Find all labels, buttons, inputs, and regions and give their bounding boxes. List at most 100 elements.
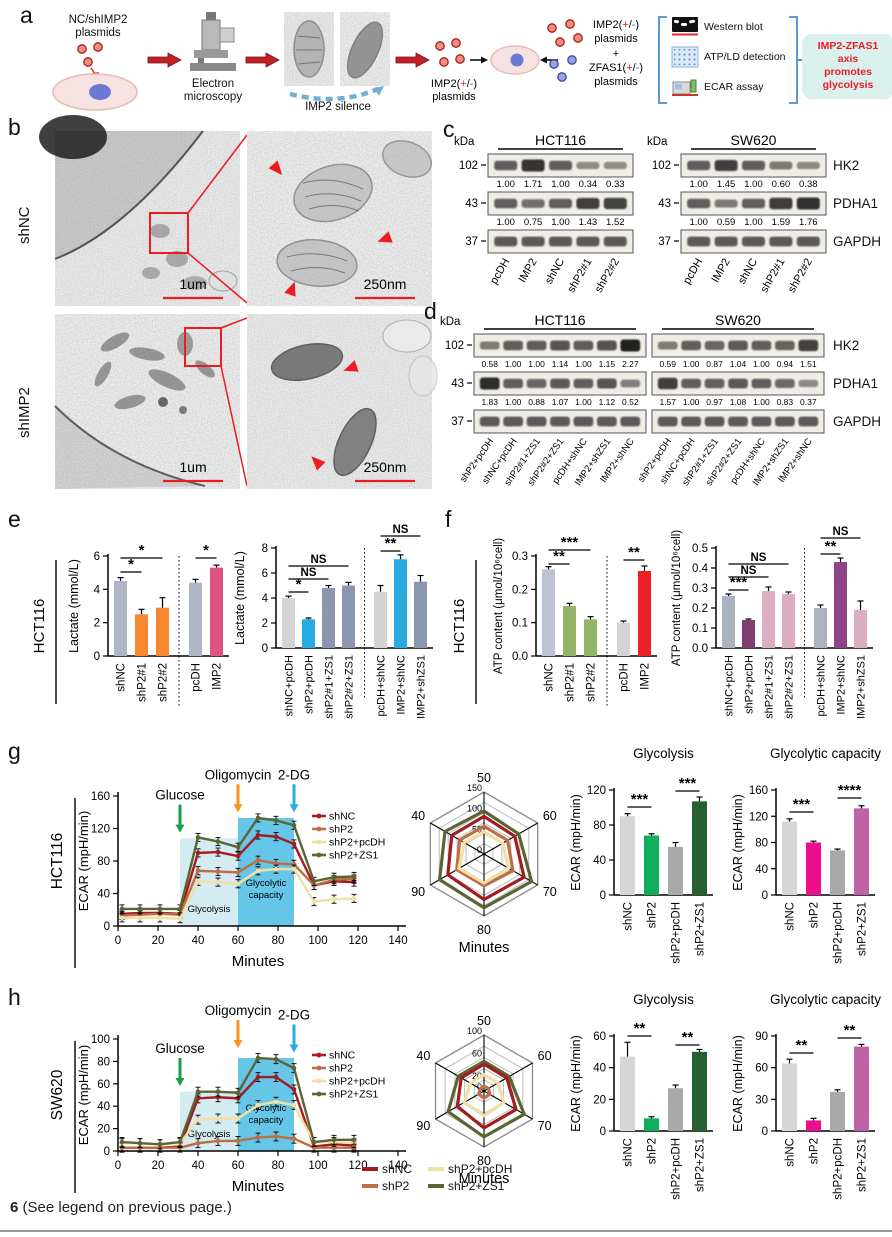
band-quantification: 1.00 xyxy=(575,359,592,369)
x-tick-label: 120 xyxy=(348,935,367,947)
bar-shNC xyxy=(542,569,555,656)
bar-shP2#1+ZS1 xyxy=(322,588,335,648)
y-tick-label: 80 xyxy=(593,820,606,832)
radar-ring-label: 0 xyxy=(477,845,482,855)
category-label: shP2#1+ZS1 xyxy=(324,655,336,719)
bar-shNC+pcDH xyxy=(282,598,295,648)
bar-shP2#1 xyxy=(563,606,576,656)
protein-band xyxy=(576,197,600,210)
band-quantification: 0.59 xyxy=(659,359,676,369)
significance-label: ** xyxy=(385,535,397,552)
significance-label: *** xyxy=(793,796,811,813)
bar-shP2+pcDH xyxy=(742,620,755,648)
protein-band xyxy=(521,236,545,247)
assay-label: Western blot xyxy=(704,21,763,33)
cell-line-header: HCT116 xyxy=(534,312,585,328)
category-label: IMP2+shZS1 xyxy=(416,655,428,719)
protein-band xyxy=(751,416,772,427)
y-tick-label: 0 xyxy=(104,921,110,933)
category-label: shP2#2 xyxy=(158,663,170,702)
radar-series-shP2+ZS1 xyxy=(437,809,534,910)
bar-shP2+ZS1 xyxy=(692,801,707,895)
band-quantification: 1.00 xyxy=(551,217,570,228)
radar-spoke xyxy=(435,1090,485,1120)
protein-band xyxy=(620,416,641,427)
caption-text: (See legend on previous page.) xyxy=(22,1199,232,1216)
protein-band xyxy=(798,416,819,427)
bar-shP2+pcDH xyxy=(302,619,315,648)
bar-shNC xyxy=(782,1063,797,1131)
atp-bar-chart-hct116: 0.0 0.1 0.2 0.3 ** *** ** shNC shP2#1 shP2#2 pcDH I… xyxy=(450,524,667,741)
protein-band xyxy=(521,159,545,172)
significance-label: *** xyxy=(730,574,748,591)
cell-line-label: HCT116 xyxy=(49,833,66,890)
protein-band xyxy=(728,416,748,427)
band-quantification: 0.88 xyxy=(528,397,545,407)
category-label: shP2+pcDH xyxy=(833,902,845,964)
scale-bar-label: 250nm xyxy=(364,459,407,475)
x-tick-label: 0 xyxy=(115,1160,121,1172)
assay-list: Western blot ATP/LD detection ECAR assay xyxy=(671,16,790,106)
legend-item-shNC: shNC xyxy=(362,1162,412,1176)
significance-label: **** xyxy=(838,782,862,799)
band-quantification: 1.00 xyxy=(683,397,700,407)
radar-unit-label: Minutes xyxy=(459,1171,510,1187)
protein-band xyxy=(597,416,617,427)
band-quantification: 0.60 xyxy=(772,179,791,190)
chart-g-glycolysis-svg: Glycolysis 0 40 80 120 *** *** shNC shP2 shP2+pcD… xyxy=(569,746,713,964)
legend-label: shP2 xyxy=(329,824,353,836)
bar-IMP2+shZS1 xyxy=(854,610,867,648)
data-point xyxy=(331,874,337,880)
bar-shNC xyxy=(620,1056,635,1131)
y-tick-label: 100 xyxy=(91,1034,110,1046)
data-point xyxy=(331,1137,337,1143)
x-tick-label: 140 xyxy=(388,935,407,947)
y-tick-label: 2 xyxy=(262,618,268,630)
atp-ld-plate-icon xyxy=(671,46,699,68)
imp2-plasmids-label: IMP2(+/-) plasmids xyxy=(430,78,478,104)
atp-bar-chart-rescue: 0.0 0.1 0.2 0.3 0.4 0.5 *** NS NS ** NS shNC+pcDH sh… xyxy=(662,518,883,747)
data-point xyxy=(255,1074,261,1080)
bar-shP2 xyxy=(644,835,659,895)
data-point xyxy=(119,906,125,912)
y-tick-label: 0 xyxy=(262,643,268,655)
mitochondria-arrowhead-icon xyxy=(268,160,283,176)
protein-band xyxy=(620,379,641,388)
footer-rule xyxy=(0,1230,892,1232)
data-point xyxy=(273,818,279,823)
category-label: shP2#1+ZS1 xyxy=(764,655,776,719)
lane-label: IMP2 xyxy=(516,257,539,285)
protein-band xyxy=(728,378,748,389)
protein-band xyxy=(714,159,738,172)
panel-g-label: g xyxy=(8,738,21,764)
band-quantification: 1.00 xyxy=(496,179,515,190)
data-point xyxy=(235,1090,241,1096)
region-label: Glycolytic xyxy=(246,878,287,889)
y-axis-label: Lactate (mmol/L) xyxy=(67,559,81,653)
protein-band xyxy=(573,378,594,389)
assay-ecar: ECAR assay xyxy=(672,76,790,98)
protein-band xyxy=(479,341,500,350)
protein-band xyxy=(681,378,701,389)
y-tick-label: 0.0 xyxy=(512,651,528,663)
kda-header: kDa xyxy=(647,136,668,148)
bar-shP2 xyxy=(806,1120,821,1131)
protein-band xyxy=(548,198,573,209)
x-tick-label: 20 xyxy=(152,935,165,947)
protein-band xyxy=(494,236,518,247)
category-label: shP2 xyxy=(809,902,821,928)
band-quantification: 1.52 xyxy=(606,217,625,228)
legend-item-shP2+pcDH: shP2+pcDH xyxy=(428,1162,512,1176)
band-quantification: 0.37 xyxy=(800,397,817,407)
band-quantification: 1.57 xyxy=(659,397,676,407)
band-quantification: 1.00 xyxy=(689,179,708,190)
x-tick-label: 140 xyxy=(388,1160,407,1172)
bracket-left-icon xyxy=(658,16,667,104)
data-point xyxy=(273,866,279,872)
zoom-region-box xyxy=(184,327,222,367)
y-tick-label: 60 xyxy=(97,1079,110,1091)
radar-axis-label: 40 xyxy=(416,1049,430,1063)
protein-band xyxy=(550,378,570,389)
bar-shP2#2 xyxy=(584,619,597,656)
